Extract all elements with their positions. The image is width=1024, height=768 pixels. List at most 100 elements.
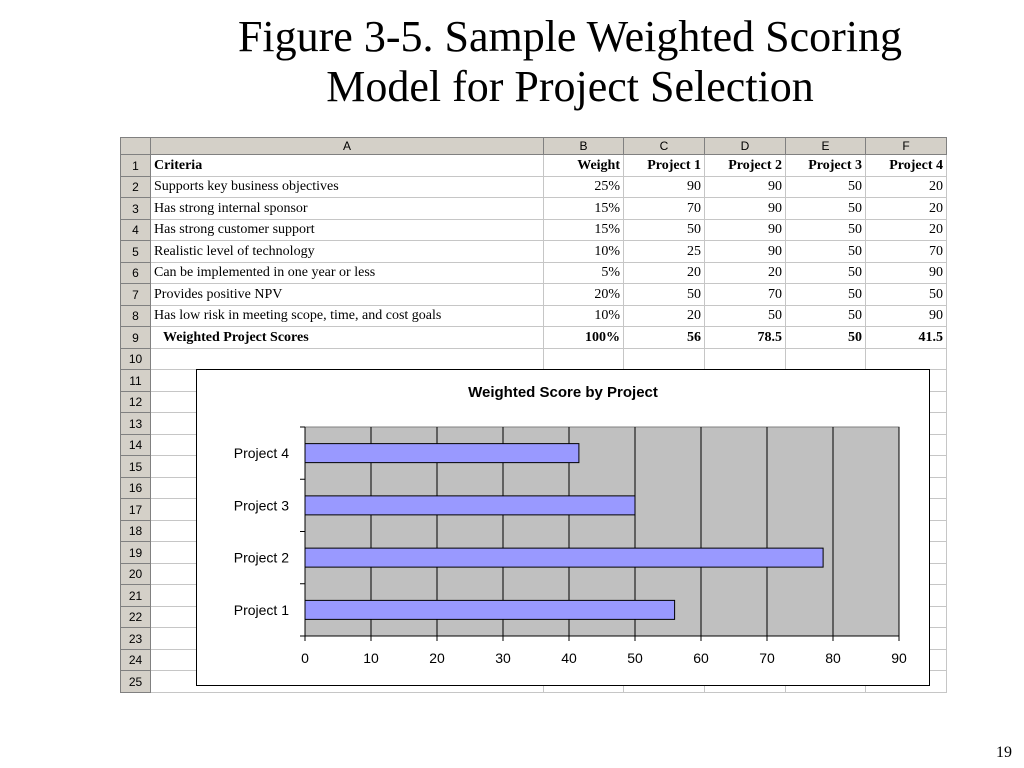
row-header[interactable]: 24 xyxy=(120,648,151,672)
column-header-f[interactable]: F xyxy=(865,136,947,156)
row-header[interactable]: 1 xyxy=(120,154,151,177)
empty-cell[interactable] xyxy=(543,347,624,371)
row-header[interactable]: 6 xyxy=(120,261,151,285)
cell-criteria[interactable]: Provides positive NPV xyxy=(150,283,544,306)
empty-cell[interactable] xyxy=(865,347,947,371)
row-header[interactable]: 2 xyxy=(120,175,151,199)
cell-criteria[interactable]: Supports key business objectives xyxy=(150,175,544,199)
empty-cell[interactable] xyxy=(623,347,705,371)
row-header[interactable]: 21 xyxy=(120,584,151,607)
x-tick-label: 50 xyxy=(627,650,643,666)
row-header[interactable]: 17 xyxy=(120,498,151,521)
cell-totals-label[interactable]: Weighted Project Scores xyxy=(150,326,544,349)
cell-score[interactable]: 25 xyxy=(623,240,705,263)
cell-weight-header[interactable]: Weight xyxy=(543,154,624,177)
cell-total-score[interactable]: 41.5 xyxy=(865,326,947,349)
cell-weight[interactable]: 5% xyxy=(543,261,624,285)
x-tick-label: 30 xyxy=(495,650,511,666)
cell-project-header[interactable]: Project 1 xyxy=(623,154,705,177)
row-header[interactable]: 23 xyxy=(120,627,151,650)
empty-cell[interactable] xyxy=(785,347,866,371)
row-header[interactable]: 5 xyxy=(120,240,151,263)
cell-score[interactable]: 90 xyxy=(865,304,947,328)
cell-weight[interactable]: 25% xyxy=(543,175,624,199)
empty-cell[interactable] xyxy=(704,347,786,371)
row-header[interactable]: 25 xyxy=(120,670,151,693)
cell-score[interactable]: 90 xyxy=(704,218,786,242)
cell-score[interactable]: 20 xyxy=(623,304,705,328)
row-header[interactable]: 18 xyxy=(120,519,151,543)
x-tick-label: 70 xyxy=(759,650,775,666)
cell-total-score[interactable]: 50 xyxy=(785,326,866,349)
cell-project-header[interactable]: Project 2 xyxy=(704,154,786,177)
row-header[interactable]: 19 xyxy=(120,541,151,564)
cell-weight[interactable]: 15% xyxy=(543,197,624,220)
select-all-corner[interactable] xyxy=(120,136,151,156)
cell-score[interactable]: 20 xyxy=(704,261,786,285)
row-header[interactable]: 3 xyxy=(120,197,151,220)
cell-score[interactable]: 50 xyxy=(785,175,866,199)
cell-score[interactable]: 90 xyxy=(704,240,786,263)
cell-criteria-header[interactable]: Criteria xyxy=(150,154,544,177)
cell-score[interactable]: 50 xyxy=(623,283,705,306)
cell-score[interactable]: 50 xyxy=(785,261,866,285)
cell-score[interactable]: 20 xyxy=(623,261,705,285)
row-header[interactable]: 22 xyxy=(120,605,151,629)
cell-total-weight[interactable]: 100% xyxy=(543,326,624,349)
row-header[interactable]: 16 xyxy=(120,476,151,500)
cell-criteria[interactable]: Realistic level of technology xyxy=(150,240,544,263)
cell-criteria[interactable]: Can be implemented in one year or less xyxy=(150,261,544,285)
cell-score[interactable]: 90 xyxy=(623,175,705,199)
cell-score[interactable]: 70 xyxy=(865,240,947,263)
cell-criteria[interactable]: Has low risk in meeting scope, time, and… xyxy=(150,304,544,328)
cell-criteria[interactable]: Has strong customer support xyxy=(150,218,544,242)
cell-score[interactable]: 50 xyxy=(704,304,786,328)
cell-score[interactable]: 50 xyxy=(785,283,866,306)
x-tick-label: 10 xyxy=(363,650,379,666)
column-header-e[interactable]: E xyxy=(785,136,866,156)
cell-score[interactable]: 20 xyxy=(865,218,947,242)
row-header[interactable]: 12 xyxy=(120,390,151,414)
cell-weight[interactable]: 15% xyxy=(543,218,624,242)
cell-score[interactable]: 70 xyxy=(623,197,705,220)
header-row: 1 Criteria Weight Project 1 Project 2 Pr… xyxy=(120,154,947,177)
row-header[interactable]: 9 xyxy=(120,326,151,349)
cell-score[interactable]: 70 xyxy=(704,283,786,306)
cell-score[interactable]: 90 xyxy=(865,261,947,285)
cell-score[interactable]: 20 xyxy=(865,175,947,199)
cell-project-header[interactable]: Project 3 xyxy=(785,154,866,177)
row-header[interactable]: 10 xyxy=(120,347,151,371)
cell-score[interactable]: 50 xyxy=(865,283,947,306)
column-header-b[interactable]: B xyxy=(543,136,624,156)
row-header[interactable]: 14 xyxy=(120,433,151,457)
bar xyxy=(304,599,676,620)
cell-score[interactable]: 90 xyxy=(704,197,786,220)
cell-score[interactable]: 50 xyxy=(785,304,866,328)
row-header[interactable]: 11 xyxy=(120,369,151,392)
page-number: 19 xyxy=(996,744,1012,761)
weighted-score-chart[interactable]: Weighted Score by Project Project 1 Proje… xyxy=(196,369,930,686)
column-header-d[interactable]: D xyxy=(704,136,786,156)
column-header-a[interactable]: A xyxy=(150,136,544,156)
cell-weight[interactable]: 20% xyxy=(543,283,624,306)
cell-score[interactable]: 50 xyxy=(785,218,866,242)
cell-criteria[interactable]: Has strong internal sponsor xyxy=(150,197,544,220)
cell-score[interactable]: 50 xyxy=(785,197,866,220)
row-header[interactable]: 7 xyxy=(120,283,151,306)
cell-total-score[interactable]: 78.5 xyxy=(704,326,786,349)
cell-project-header[interactable]: Project 4 xyxy=(865,154,947,177)
row-header[interactable]: 20 xyxy=(120,562,151,586)
column-header-c[interactable]: C xyxy=(623,136,705,156)
row-header[interactable]: 4 xyxy=(120,218,151,242)
cell-score[interactable]: 50 xyxy=(785,240,866,263)
cell-weight[interactable]: 10% xyxy=(543,304,624,328)
cell-total-score[interactable]: 56 xyxy=(623,326,705,349)
cell-score[interactable]: 50 xyxy=(623,218,705,242)
row-header[interactable]: 8 xyxy=(120,304,151,328)
cell-score[interactable]: 20 xyxy=(865,197,947,220)
row-header[interactable]: 13 xyxy=(120,412,151,435)
row-header[interactable]: 15 xyxy=(120,455,151,478)
cell-score[interactable]: 90 xyxy=(704,175,786,199)
cell-weight[interactable]: 10% xyxy=(543,240,624,263)
empty-cell[interactable] xyxy=(150,347,544,371)
